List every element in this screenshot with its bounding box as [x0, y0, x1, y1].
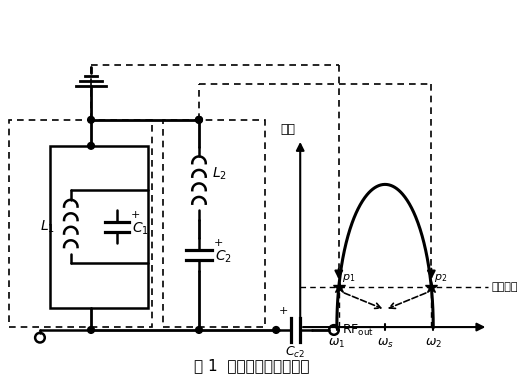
Text: 图 1  传统的输出匹配网络: 图 1 传统的输出匹配网络 [194, 358, 310, 373]
Bar [9, 120, 152, 327]
Text: $\omega_s$: $\omega_s$ [376, 337, 394, 350]
Text: RF$_\mathrm{out}$: RF$_\mathrm{out}$ [342, 323, 374, 337]
Bar [49, 146, 148, 308]
Text: 增益: 增益 [280, 123, 295, 136]
Text: $C_{c2}$: $C_{c2}$ [285, 346, 305, 360]
Text: $C_2$: $C_2$ [215, 248, 232, 265]
Text: $L_1$: $L_1$ [41, 219, 55, 235]
Text: +: + [131, 210, 140, 220]
Circle shape [88, 326, 95, 333]
Text: +: + [279, 307, 289, 316]
Circle shape [273, 326, 279, 333]
Text: 增益下降: 增益下降 [491, 282, 517, 292]
Circle shape [196, 117, 202, 123]
Circle shape [196, 326, 202, 333]
Text: $L_2$: $L_2$ [213, 166, 227, 182]
Bar [163, 120, 265, 327]
Circle shape [88, 142, 95, 149]
Circle shape [88, 117, 95, 123]
Circle shape [196, 117, 202, 123]
Text: $p_1$: $p_1$ [342, 272, 355, 284]
Text: $\omega_2$: $\omega_2$ [425, 337, 442, 350]
Text: +: + [214, 238, 223, 248]
Text: $p_2$: $p_2$ [434, 272, 447, 284]
Text: $C_1$: $C_1$ [133, 220, 149, 237]
Text: $\omega_1$: $\omega_1$ [328, 337, 345, 350]
